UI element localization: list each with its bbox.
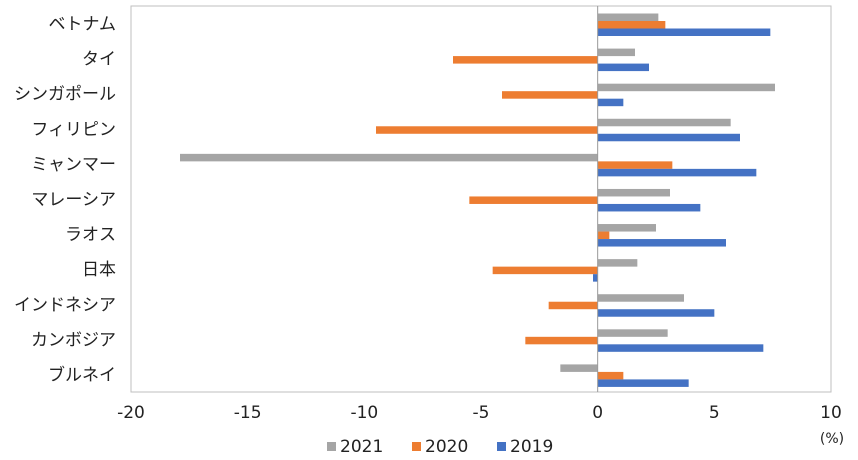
bar-2019-10 <box>597 379 689 387</box>
category-label-10: ブルネイ <box>48 364 116 385</box>
bars-group <box>180 13 775 387</box>
legend-swatch-2020 <box>412 442 421 451</box>
bar-2019-9 <box>597 344 764 352</box>
bar-2019-6 <box>597 239 726 247</box>
unit-label: (%) <box>820 431 844 447</box>
bar-2020-2 <box>502 91 598 99</box>
bar-2020-1 <box>453 56 598 64</box>
category-label-4: ミャンマー <box>31 155 116 175</box>
bar-2021-2 <box>597 83 775 92</box>
category-label-7: 日本 <box>82 260 116 280</box>
bar-2020-4 <box>597 161 673 169</box>
bar-2020-3 <box>376 126 598 134</box>
bar-2021-6 <box>597 224 656 232</box>
category-label-3: フィリピン <box>31 120 116 140</box>
bar-2020-7 <box>492 266 598 275</box>
bar-2019-1 <box>597 63 649 72</box>
bar-2020-8 <box>548 301 598 310</box>
x-tick-label-3: -5 <box>473 403 490 423</box>
x-tick-label-5: 5 <box>709 403 720 423</box>
bar-2021-1 <box>597 48 635 57</box>
bar-2021-0 <box>597 13 659 21</box>
category-label-6: ラオス <box>65 225 116 245</box>
bar-2021-7 <box>597 259 638 267</box>
bar-2020-10 <box>597 371 624 380</box>
bar-2019-0 <box>597 28 771 36</box>
category-label-2: シンガポール <box>14 85 116 105</box>
bar-2020-6 <box>597 231 610 240</box>
bar-2020-9 <box>525 336 598 345</box>
x-tick-label-2: -10 <box>350 403 378 423</box>
legend: 2021 2020 2019 <box>327 437 553 457</box>
bar-2019-7 <box>593 274 598 282</box>
bar-2021-4 <box>180 153 598 162</box>
bar-2019-3 <box>597 133 740 142</box>
bar-2021-8 <box>597 294 684 302</box>
bar-2021-5 <box>597 188 670 197</box>
legend-label-2020: 2020 <box>425 437 468 457</box>
category-labels: ベトナムタイシンガポールフィリピンミャンマーマレーシアラオス日本インドネシアカン… <box>14 15 116 386</box>
category-label-0: ベトナム <box>49 15 117 35</box>
bar-2020-5 <box>469 196 598 204</box>
legend-swatch-2019 <box>497 442 506 451</box>
plot-area-frame <box>130 5 832 393</box>
legend-label-2021: 2021 <box>340 437 383 457</box>
category-label-1: タイ <box>82 50 116 70</box>
legend-swatch-2021 <box>327 442 336 451</box>
bar-2019-4 <box>597 168 757 177</box>
x-tick-labels: -20 -15 -10 -5 0 5 10 <box>117 403 842 423</box>
bar-2019-5 <box>597 203 701 212</box>
category-label-5: マレーシア <box>31 190 116 210</box>
bar-2019-8 <box>597 309 715 317</box>
bar-2019-2 <box>597 98 624 107</box>
bar-2020-0 <box>597 21 666 29</box>
bar-2021-10 <box>560 364 598 372</box>
category-label-9: カンボジア <box>31 330 116 350</box>
x-tick-label-6: 10 <box>820 403 842 423</box>
bar-2021-9 <box>597 329 668 337</box>
legend-label-2019: 2019 <box>510 437 553 457</box>
x-tick-label-0: -20 <box>117 403 145 423</box>
x-tick-label-4: 0 <box>592 403 603 423</box>
x-tick-label-1: -15 <box>234 403 262 423</box>
category-label-8: インドネシア <box>14 295 116 315</box>
bar-2021-3 <box>597 118 731 127</box>
